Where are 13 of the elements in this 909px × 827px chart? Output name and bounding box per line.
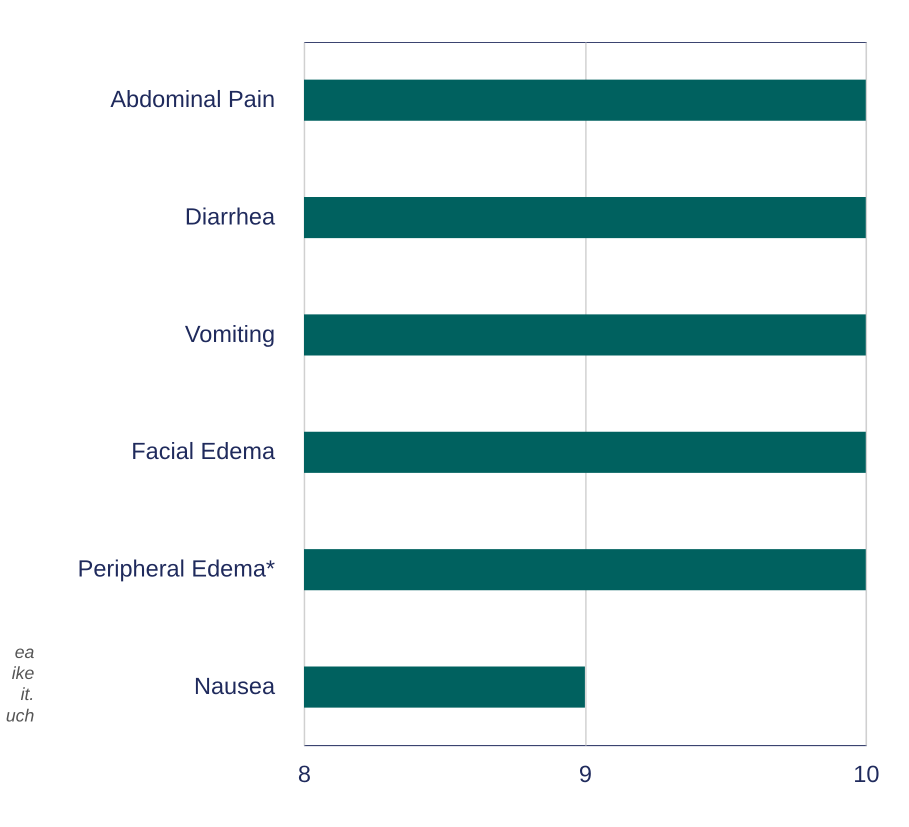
text: ea	[14, 642, 35, 662]
y-tick-label: Facial Edema	[131, 438, 276, 464]
x-tick-label: 9	[578, 760, 592, 787]
x-tick-label: 8	[298, 760, 312, 787]
y-tick-label: Diarrhea	[184, 203, 276, 230]
y-tick-label: Peripheral Edema*	[78, 556, 276, 582]
text: ike	[12, 663, 34, 684]
text: uch	[6, 705, 34, 726]
y-tick-label: Vomiting	[184, 320, 276, 347]
y-tick-label: Abdominal Pain	[110, 86, 276, 112]
y-tick-label: Nausea	[194, 672, 276, 699]
x-tick-label: 10	[853, 760, 880, 787]
text: it.	[20, 684, 34, 704]
